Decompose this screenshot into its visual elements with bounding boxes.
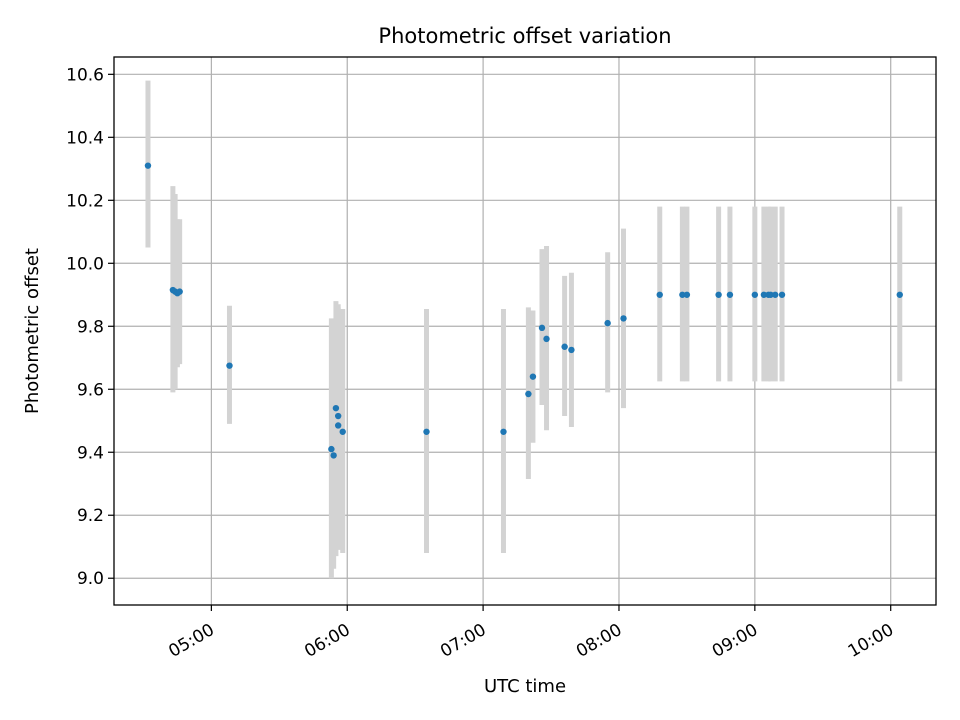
x-tick-label: 08:00: [573, 620, 625, 662]
data-point: [604, 319, 611, 327]
data-point: [715, 291, 722, 298]
data-point: [339, 428, 346, 435]
data-point: [176, 288, 183, 295]
data-point: [726, 291, 734, 298]
data-point: [334, 412, 342, 420]
data-point: [538, 324, 546, 332]
data-point: [328, 445, 335, 453]
x-axis-label: UTC time: [484, 676, 566, 697]
data-point: [543, 335, 550, 343]
data-point: [144, 162, 152, 169]
data-point: [226, 362, 233, 369]
data-point: [334, 422, 342, 429]
data-point: [896, 291, 903, 298]
data-point: [500, 428, 507, 435]
x-tick-label: 09:00: [709, 620, 761, 662]
data-point: [568, 346, 575, 354]
y-axis-label: Photometric offset: [22, 248, 43, 414]
y-axis-ticks: 9.0 9.2 9.4 9.6 9.8 10.0 10.2 10.4 10.6: [66, 65, 114, 589]
grid: [114, 57, 936, 605]
data-point: [683, 291, 691, 298]
x-tick-label: 07:00: [437, 620, 489, 662]
y-tick-label: 10.0: [66, 254, 104, 274]
x-tick-label: 06:00: [301, 620, 353, 662]
y-tick-label: 9.6: [77, 380, 104, 400]
error-bars: [145, 80, 903, 579]
data-point: [760, 291, 768, 298]
y-tick-label: 9.4: [77, 443, 104, 463]
plot-frame: [113, 56, 937, 606]
x-axis-ticks: 05:00 06:00 07:00 08:00 09:00 10:00: [165, 605, 897, 662]
y-tick-label: 10.4: [66, 128, 104, 148]
chart-title: Photometric offset variation: [378, 24, 671, 48]
y-tick-label: 9.2: [77, 506, 104, 526]
y-tick-label: 9.8: [77, 317, 104, 337]
y-tick-label: 9.0: [77, 569, 104, 589]
data-point: [751, 291, 759, 298]
data-point: [620, 315, 627, 322]
data-point: [525, 390, 532, 398]
data-points: [144, 162, 903, 459]
y-tick-label: 10.6: [66, 65, 104, 85]
x-tick-label: 05:00: [165, 620, 217, 662]
data-point: [767, 291, 774, 298]
data-point: [423, 428, 430, 435]
data-point: [778, 291, 786, 298]
x-tick-label: 10:00: [845, 620, 897, 662]
data-point: [772, 291, 779, 298]
data-point: [561, 343, 568, 350]
data-point: [332, 404, 340, 412]
data-point: [330, 452, 337, 459]
y-tick-label: 10.2: [66, 191, 104, 211]
data-point: [679, 291, 686, 298]
data-point: [529, 373, 537, 380]
data-point: [656, 291, 663, 298]
